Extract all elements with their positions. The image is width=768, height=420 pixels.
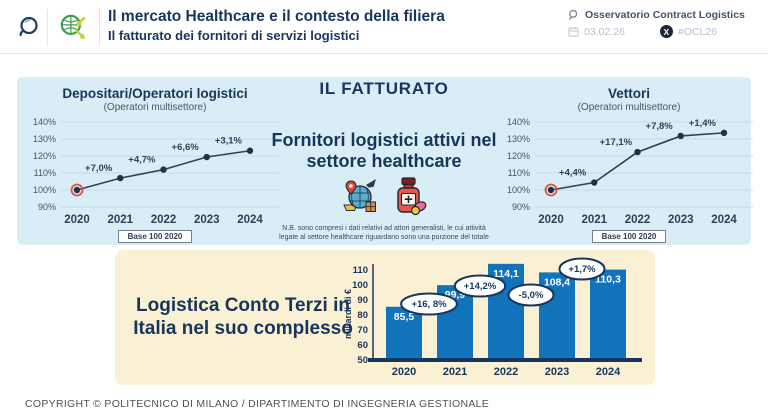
logistics-globe-icon bbox=[343, 179, 376, 212]
header-titles: Il mercato Healthcare e il contesto dell… bbox=[108, 7, 445, 45]
page-subtitle: Il fatturato dei fornitori di servizi lo… bbox=[108, 27, 360, 43]
svg-text:+1,4%: +1,4% bbox=[689, 118, 717, 129]
x-logo-icon: X bbox=[659, 25, 673, 38]
svg-text:2023: 2023 bbox=[668, 214, 694, 226]
svg-text:2024: 2024 bbox=[237, 214, 263, 226]
org-label: Osservatorio Contract Logistics bbox=[585, 9, 745, 21]
search-icon bbox=[569, 9, 578, 20]
org-row: Osservatorio Contract Logistics bbox=[568, 9, 764, 21]
calendar-icon bbox=[568, 27, 579, 37]
svg-text:80: 80 bbox=[357, 310, 368, 321]
section-subheading: Fornitori logistici attivi nel settore h… bbox=[271, 130, 497, 172]
svg-text:2022: 2022 bbox=[151, 214, 177, 226]
svg-text:100%: 100% bbox=[33, 185, 56, 195]
svg-text:2020: 2020 bbox=[64, 214, 90, 226]
svg-text:+17,1%: +17,1% bbox=[600, 137, 633, 148]
svg-text:2022: 2022 bbox=[625, 214, 651, 226]
medicine-bottle-icon bbox=[397, 177, 427, 216]
svg-text:114,1: 114,1 bbox=[493, 268, 519, 280]
vettori-chart-subtitle: (Operatori multisettore) bbox=[577, 102, 681, 114]
svg-text:2023: 2023 bbox=[194, 214, 220, 226]
svg-text:108,4: 108,4 bbox=[544, 276, 570, 288]
svg-text:+16, 8%: +16, 8% bbox=[411, 299, 447, 310]
svg-text:+14,2%: +14,2% bbox=[464, 281, 497, 292]
svg-text:2022: 2022 bbox=[494, 366, 518, 378]
fatturato-panel: Depositari/Operatori logistici (Operator… bbox=[17, 77, 753, 245]
globe-arrows-logo-icon bbox=[60, 14, 86, 40]
svg-text:90%: 90% bbox=[512, 202, 530, 212]
svg-text:2024: 2024 bbox=[711, 214, 737, 226]
svg-text:2021: 2021 bbox=[107, 214, 133, 226]
svg-text:2023: 2023 bbox=[545, 366, 569, 378]
svg-text:90: 90 bbox=[357, 295, 368, 306]
svg-text:70: 70 bbox=[357, 325, 368, 336]
svg-text:2021: 2021 bbox=[443, 366, 467, 378]
header-divider bbox=[99, 9, 100, 46]
svg-text:+1,7%: +1,7% bbox=[568, 264, 596, 275]
svg-text:+7,0%: +7,0% bbox=[85, 163, 113, 174]
svg-text:110: 110 bbox=[353, 265, 368, 276]
event-hashtag: #OCL26 bbox=[677, 25, 717, 38]
sector-icons bbox=[267, 176, 501, 216]
header-meta: Osservatorio Contract Logistics 03.02.26… bbox=[568, 9, 764, 38]
page-title: Il mercato Healthcare e il contesto dell… bbox=[108, 8, 445, 25]
svg-text:2020: 2020 bbox=[538, 214, 564, 226]
depositari-chart-subtitle: (Operatori multisettore) bbox=[103, 102, 207, 114]
svg-text:+3,1%: +3,1% bbox=[215, 136, 243, 147]
svg-text:120%: 120% bbox=[33, 151, 56, 161]
conto-terzi-panel: Logistica Conto Terzi in Italia nel suo … bbox=[115, 250, 655, 385]
svg-text:100: 100 bbox=[352, 280, 368, 291]
vettori-chart-block: Vettori (Operatori multisettore) 140% 130… bbox=[499, 84, 759, 244]
svg-text:85,5: 85,5 bbox=[394, 311, 415, 323]
svg-text:-5,0%: -5,0% bbox=[519, 290, 544, 301]
copyright-text: COPYRIGHT © POLITECNICO DI MILANO / DIPA… bbox=[25, 398, 490, 410]
base-100-label: Base 100 2020 bbox=[117, 230, 193, 244]
svg-text:60: 60 bbox=[357, 340, 368, 351]
svg-text:+4,7%: +4,7% bbox=[128, 155, 156, 166]
svg-text:2020: 2020 bbox=[392, 366, 416, 378]
magnifier-logo-icon bbox=[19, 16, 38, 37]
svg-text:130%: 130% bbox=[507, 134, 530, 144]
svg-text:miliardi di €: miliardi di € bbox=[343, 289, 353, 339]
svg-text:140%: 140% bbox=[507, 117, 530, 127]
conto-terzi-title: Logistica Conto Terzi in Italia nel suo … bbox=[133, 295, 353, 340]
vettori-chart-title: Vettori bbox=[607, 86, 650, 101]
svg-text:2021: 2021 bbox=[581, 214, 607, 226]
svg-text:+4,4%: +4,4% bbox=[559, 168, 587, 179]
event-date: 03.02.26 bbox=[584, 25, 625, 38]
svg-text:100%: 100% bbox=[507, 185, 530, 195]
vettori-line-chart: 140% 130% 120% 110% 100% 90% +4,4% +17,1% +7,8% +… bbox=[507, 117, 753, 226]
header-divider bbox=[47, 9, 48, 46]
depositari-chart-block: Depositari/Operatori logistici (Operator… bbox=[25, 84, 285, 244]
date-row: 03.02.26 X #OCL26 bbox=[568, 25, 764, 38]
header: Il mercato Healthcare e il contesto dell… bbox=[0, 0, 768, 54]
depositari-line-chart: 140% 130% 120% 110% 100% 90% +7,0% +4,7% +6,6% +3… bbox=[33, 117, 279, 226]
base-100-label: Base 100 2020 bbox=[591, 230, 667, 244]
svg-text:130%: 130% bbox=[33, 134, 56, 144]
section-heading: IL FATTURATO bbox=[319, 79, 449, 98]
svg-text:110,3: 110,3 bbox=[595, 274, 621, 286]
svg-text:50: 50 bbox=[357, 355, 368, 366]
center-column: IL FATTURATO Fornitori logistici attivi … bbox=[267, 77, 501, 245]
svg-text:120%: 120% bbox=[507, 151, 530, 161]
svg-text:110%: 110% bbox=[34, 168, 56, 178]
depositari-chart-title: Depositari/Operatori logistici bbox=[62, 86, 248, 101]
svg-text:140%: 140% bbox=[33, 117, 56, 127]
svg-text:110%: 110% bbox=[508, 168, 530, 178]
svg-text:+7,8%: +7,8% bbox=[646, 121, 674, 132]
svg-text:+6,6%: +6,6% bbox=[172, 142, 200, 153]
nb-note: N.B. sono compresi i dati relativi ad at… bbox=[279, 225, 489, 242]
svg-text:2024: 2024 bbox=[596, 366, 621, 378]
svg-text:90%: 90% bbox=[38, 202, 56, 212]
